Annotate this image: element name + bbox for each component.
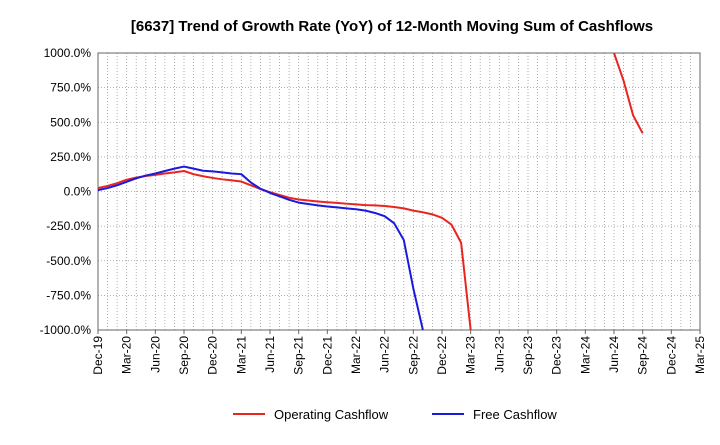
x-tick-label: Jun-24	[607, 336, 621, 373]
y-tick-label: 0.0%	[64, 185, 92, 199]
x-tick-label: Sep-22	[406, 336, 420, 375]
series-line-operating-cashflow	[98, 170, 472, 330]
series-line-free-cashflow	[98, 165, 424, 330]
x-tick-label: Dec-24	[664, 336, 678, 375]
x-tick-label: Mar-22	[349, 336, 363, 374]
x-tick-label: Sep-24	[636, 336, 650, 375]
y-tick-label: 500.0%	[50, 115, 91, 129]
x-tick-label: Dec-22	[435, 336, 449, 375]
x-tick-label: Sep-21	[292, 336, 306, 375]
x-tick-label: Dec-19	[91, 336, 105, 375]
y-tick-label: -750.0%	[46, 288, 91, 302]
x-tick-label: Jun-22	[378, 336, 392, 373]
x-tick-label: Jun-20	[148, 336, 162, 373]
grid-layer	[98, 53, 700, 330]
y-tick-label: -1000.0%	[40, 323, 92, 337]
legend-label-operating-cashflow: Operating Cashflow	[274, 407, 389, 422]
x-tick-label: Mar-24	[578, 336, 592, 374]
y-tick-label: -500.0%	[46, 254, 91, 268]
x-tick-label: Mar-21	[234, 336, 248, 374]
series-line-operating-cashflow	[613, 53, 644, 134]
x-tick-label: Mar-20	[120, 336, 134, 374]
x-tick-label: Sep-20	[177, 336, 191, 375]
y-tick-label: 1000.0%	[44, 46, 92, 60]
y-tick-label: -250.0%	[46, 219, 91, 233]
chart-title: [6637] Trend of Growth Rate (YoY) of 12-…	[131, 18, 653, 35]
x-tick-label: Mar-23	[464, 336, 478, 374]
x-tick-label: Mar-25	[693, 336, 707, 374]
x-tick-label: Dec-21	[320, 336, 334, 375]
x-tick-label: Sep-23	[521, 336, 535, 375]
x-tick-label: Dec-23	[550, 336, 564, 375]
axis-layer: 1000.0% 750.0% 500.0% 250.0% 0.0% -250.0% -500…	[40, 46, 707, 375]
x-tick-label: Jun-21	[263, 336, 277, 373]
legend-label-free-cashflow: Free Cashflow	[473, 407, 557, 422]
legend: Operating Cashflow Free Cashflow	[233, 407, 557, 422]
plot-frame	[97, 52, 701, 331]
y-tick-label: 750.0%	[50, 81, 91, 95]
x-tick-label: Dec-20	[206, 336, 220, 375]
y-tick-label: 250.0%	[50, 150, 91, 164]
x-tick-label: Jun-23	[492, 336, 506, 373]
series-layer	[98, 53, 644, 330]
